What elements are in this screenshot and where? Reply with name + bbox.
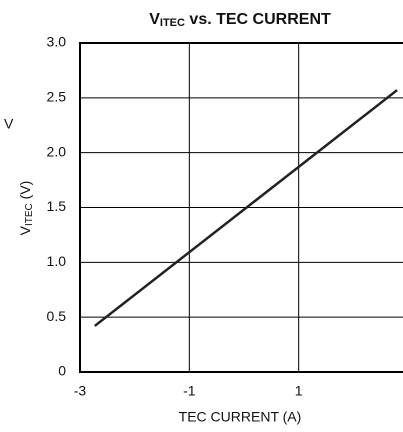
y-tick-label: 2.5 xyxy=(47,89,67,105)
x-axis-label: TEC CURRENT (A) xyxy=(179,409,302,425)
plot-frame xyxy=(79,42,403,373)
line xyxy=(93,89,398,327)
annotation: V xyxy=(4,116,14,132)
chart-title: VITEC vs. TEC CURRENT xyxy=(149,11,331,29)
y-tick-label: 1.0 xyxy=(47,253,67,269)
y-tick-label: 3.0 xyxy=(47,34,67,50)
x-tick-label: -3 xyxy=(74,383,87,399)
y-tick-label: 2.0 xyxy=(47,143,67,159)
y-tick-label: 1.5 xyxy=(47,198,67,214)
y-tick-label: 0.5 xyxy=(47,308,67,324)
x-tick-label: 1 xyxy=(295,383,303,399)
y-tick-label: 0 xyxy=(58,363,66,379)
x-tick-label: -1 xyxy=(183,383,196,399)
y-axis-label: VITEC (V) xyxy=(17,181,35,236)
